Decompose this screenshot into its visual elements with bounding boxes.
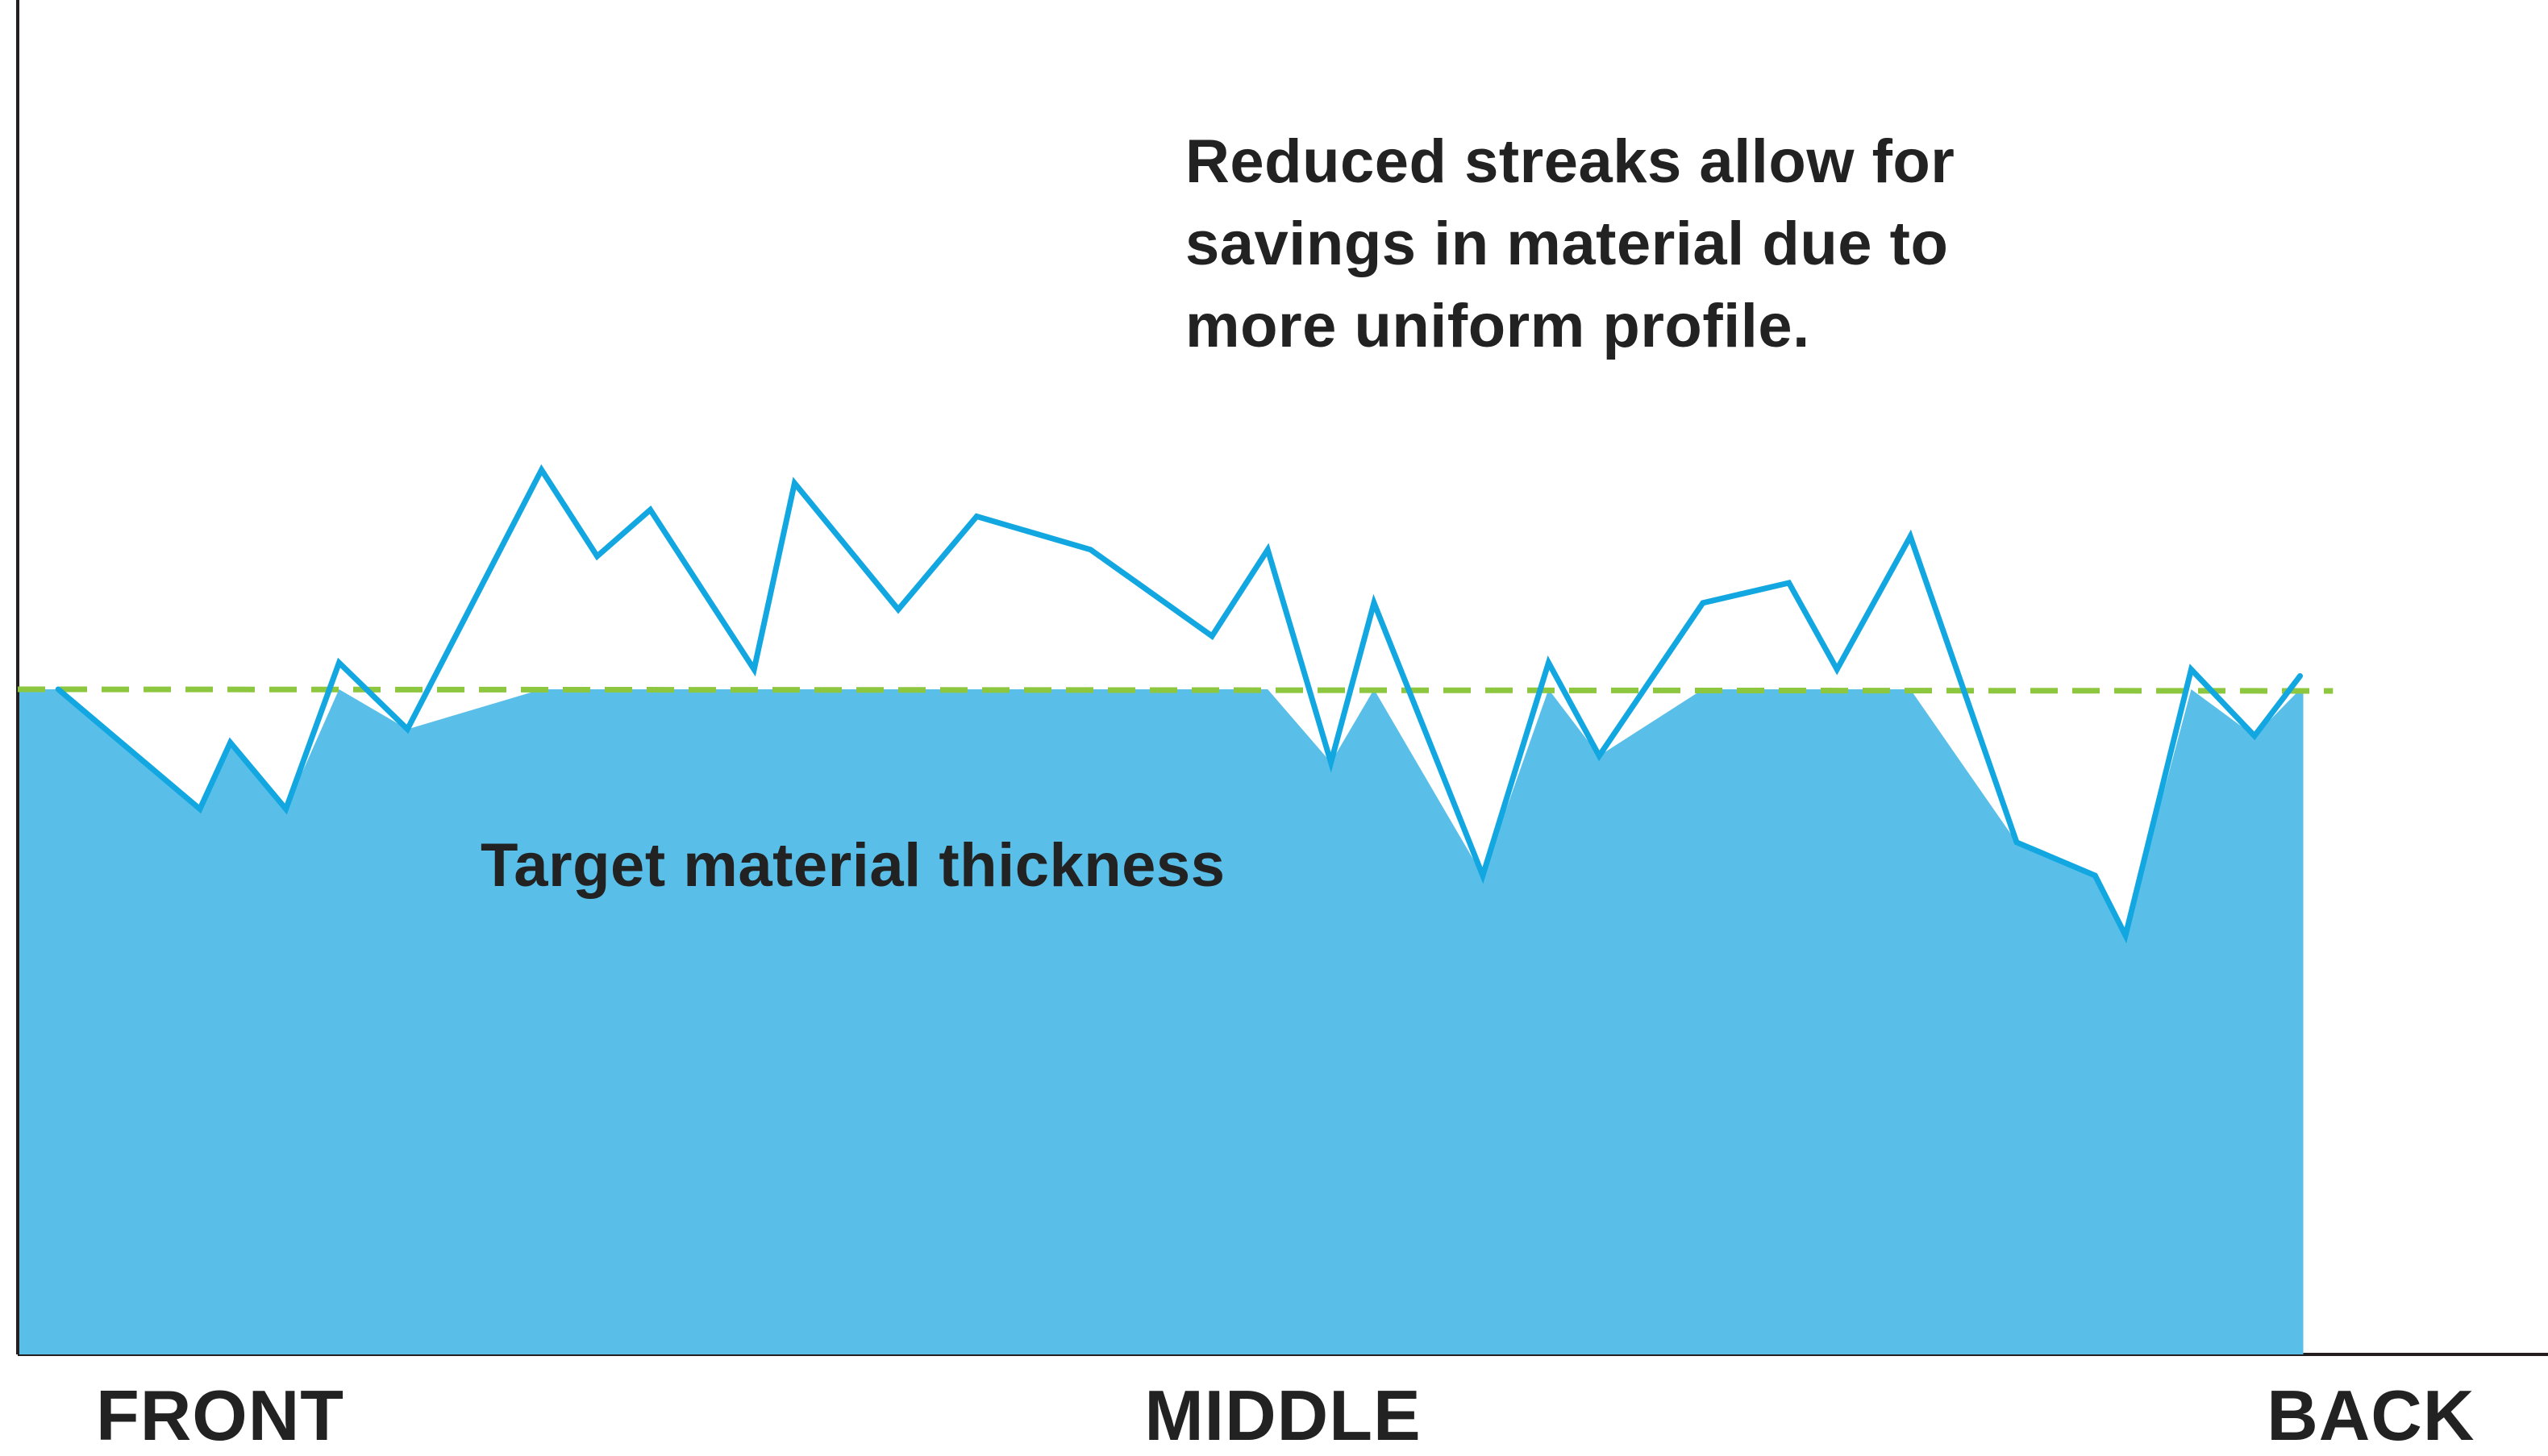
annotation-line-2: savings in material due to <box>1185 210 1949 278</box>
profile-point-20 <box>1598 755 1600 756</box>
target-line-label: Target material thickness <box>481 831 1226 900</box>
chart-annotation: Reduced streaks allow for savings in mat… <box>1185 121 2153 368</box>
profile-point-23 <box>1836 668 1838 670</box>
profile-point-27 <box>2125 934 2126 936</box>
profile-point-19 <box>1548 662 1549 664</box>
series-line-layer <box>55 464 2303 944</box>
profile-point-10 <box>793 482 795 484</box>
annotation-line-3: more uniform profile. <box>1185 292 1810 360</box>
profile-point-14 <box>1211 635 1213 637</box>
profile-point-22 <box>1788 582 1790 584</box>
material-area <box>19 689 2304 1354</box>
profile-point-24 <box>1909 535 1911 537</box>
profile-point-29 <box>2254 735 2255 737</box>
series-area-layer <box>19 689 2304 1354</box>
target-line-layer <box>17 686 2334 694</box>
profile-point-28 <box>2191 668 2192 670</box>
profile-point-9 <box>753 668 755 670</box>
profile-point-6 <box>541 469 543 471</box>
x-tick-label-middle: MIDDLE <box>1144 1375 1422 1455</box>
profile-point-5 <box>406 729 408 730</box>
annotation-line-1: Reduced streaks allow for <box>1185 127 1955 196</box>
profile-point-17 <box>1373 602 1375 604</box>
target-thickness-line <box>17 686 2334 694</box>
profile-point-12 <box>976 516 977 517</box>
x-tick-label-front: FRONT <box>95 1375 345 1455</box>
profile-point-0 <box>57 688 59 690</box>
x-tick-label-back: BACK <box>2267 1375 2475 1455</box>
profile-point-16 <box>1330 762 1332 763</box>
profile-point-21 <box>1702 602 1704 604</box>
profile-point-11 <box>897 609 899 610</box>
profile-point-13 <box>1090 549 1091 551</box>
